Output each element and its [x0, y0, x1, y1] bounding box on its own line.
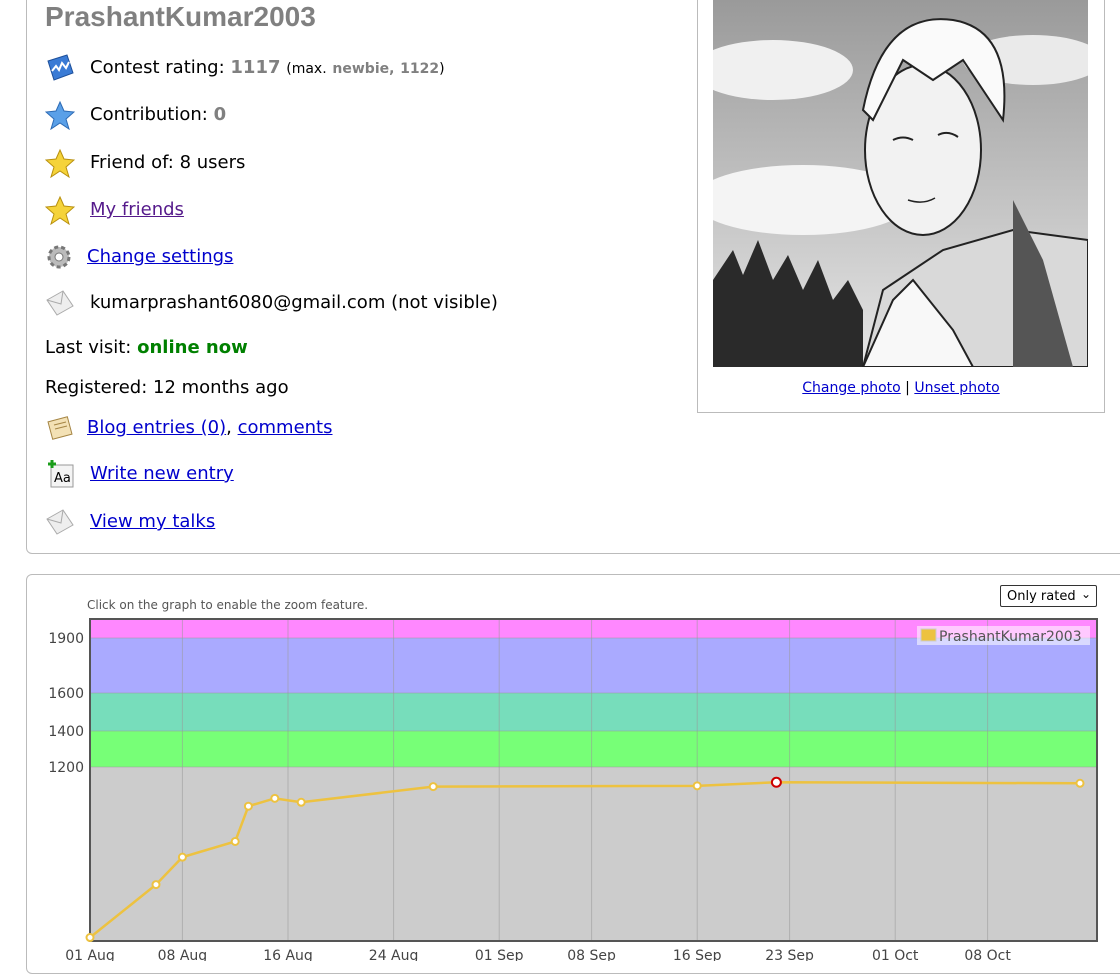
photo-panel	[697, 0, 1105, 413]
new-entry-icon: Aa	[48, 460, 74, 488]
gold-star-icon	[45, 195, 75, 225]
chevron-down-icon: ⌄	[1080, 587, 1091, 601]
rating-chart-icon	[47, 54, 74, 81]
friend-of-text: Friend of: 8 users	[90, 152, 246, 173]
last-visit-value: online now	[137, 337, 248, 358]
profile-panel	[26, 0, 1120, 554]
change-photo-link[interactable]: Change photo	[802, 380, 901, 396]
unset-photo-link[interactable]: Unset photo	[914, 380, 1000, 396]
max-suffix: )	[439, 61, 445, 77]
email-text: kumarprashant6080@gmail.com (not visible…	[90, 292, 498, 313]
comments-link[interactable]: comments	[237, 417, 333, 438]
profile-photo	[713, 0, 1088, 367]
username-title[interactable]: PrashantKumar2003	[45, 1, 316, 32]
max-prefix: (max.	[286, 61, 327, 77]
blog-icon	[47, 416, 73, 440]
blog-entries-link[interactable]: Blog entries (0)	[87, 417, 227, 438]
gold-star-icon	[45, 148, 75, 178]
registered-text: Registered: 12 months ago	[45, 377, 289, 398]
rating-filter-value: Only rated	[1007, 589, 1076, 604]
write-new-entry-link[interactable]: Write new entry	[90, 463, 234, 484]
last-visit-label: Last visit:	[45, 337, 132, 358]
rating-graph-panel	[26, 574, 1120, 974]
rating-filter-select[interactable]: Only rated ⌄	[1000, 585, 1097, 607]
envelope-icon	[46, 509, 74, 535]
svg-text:Aa: Aa	[54, 471, 71, 486]
max-rank: newbie,	[332, 61, 395, 77]
envelope-icon	[46, 290, 74, 316]
blue-star-icon	[45, 100, 75, 130]
photo-links: Change photo | Unset photo	[697, 380, 1105, 396]
contribution-label: Contribution:	[90, 104, 208, 125]
contribution-value: 0	[213, 104, 227, 125]
view-my-talks-link[interactable]: View my talks	[90, 511, 216, 532]
comma-separator: ,	[226, 417, 232, 438]
max-rating-value: 1122	[400, 61, 440, 77]
contest-rating-label: Contest rating:	[90, 57, 225, 78]
change-settings-link[interactable]: Change settings	[87, 246, 234, 267]
my-friends-link[interactable]: My friends	[90, 199, 184, 220]
contest-rating-value: 1117	[230, 57, 281, 78]
photo-link-separator: |	[905, 380, 910, 396]
zoom-hint-text: Click on the graph to enable the zoom fe…	[87, 598, 369, 612]
gear-icon	[47, 245, 71, 269]
